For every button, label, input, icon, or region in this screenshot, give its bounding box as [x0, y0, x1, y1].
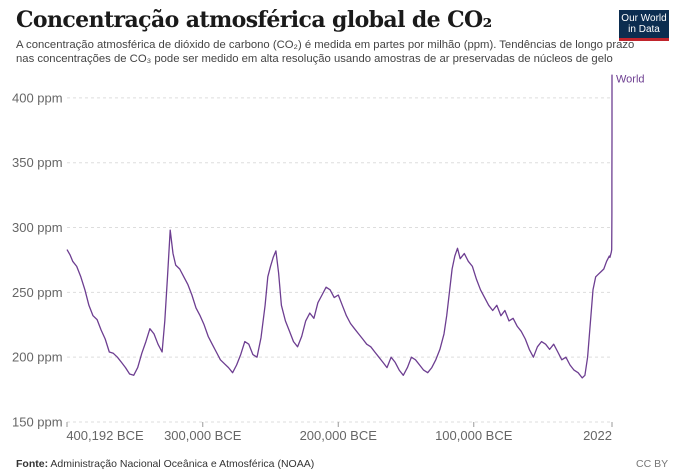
y-tick-label: 250 ppm — [12, 285, 63, 300]
y-tick-label: 200 ppm — [12, 350, 63, 365]
x-axis-ticks: 400,192 BCE 300,000 BCE 200,000 BCE 100,000… — [66, 422, 613, 443]
source-text[interactable]: Administração Nacional Oceânica e Atmosf… — [50, 458, 315, 470]
license-link[interactable]: CC BY — [636, 458, 669, 470]
x-tick-label: 2022 — [583, 428, 612, 443]
y-tick-label: 400 ppm — [12, 90, 63, 105]
y-tick-label: 300 ppm — [12, 220, 63, 235]
logo-line-2: in Data — [628, 24, 660, 35]
x-tick-label: 400,192 BCE — [66, 428, 144, 443]
y-tick-label: 350 ppm — [12, 155, 63, 170]
logo-line-1: Our World — [621, 13, 667, 24]
series-group: World — [66, 74, 645, 379]
series-line-world[interactable] — [66, 74, 613, 379]
series-label-world: World — [616, 74, 645, 86]
y-axis-ticks: 150 ppm 200 ppm 250 ppm 300 ppm 350 ppm 400 p… — [12, 90, 63, 429]
x-tick-label: 300,000 BCE — [164, 428, 242, 443]
subtitle-line-2: nas concentrações de CO₃ pode ser medido… — [16, 53, 613, 65]
chart-title: Concentração atmosférica global de CO₂ — [16, 7, 492, 33]
source-label: Fonte: — [16, 458, 49, 470]
x-tick-label: 200,000 BCE — [300, 428, 378, 443]
source-note: Fonte: Administração Nacional Oceânica e… — [16, 458, 314, 470]
chart-subtitle: A concentração atmosférica de dióxido de… — [16, 38, 635, 66]
owid-logo[interactable]: Our World in Data — [619, 10, 669, 41]
subtitle-line-1: A concentração atmosférica de dióxido de… — [16, 39, 635, 51]
y-tick-label: 150 ppm — [12, 415, 63, 430]
gridlines — [67, 97, 612, 423]
x-tick-label: 100,000 BCE — [435, 428, 513, 443]
